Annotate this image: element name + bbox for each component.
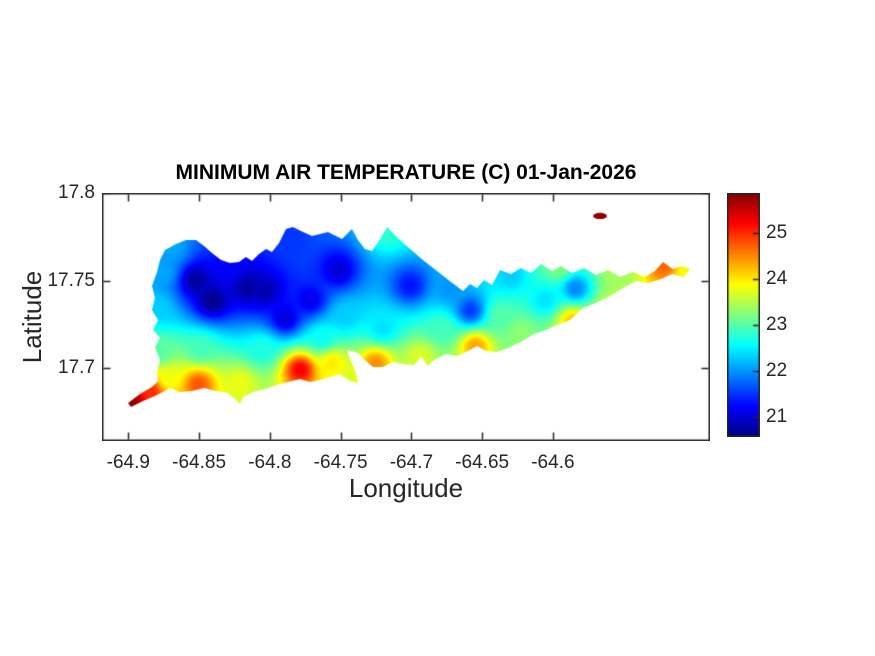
colorbar-tick-label: 21 [766, 405, 788, 427]
y-tick-label: 17.7 [58, 357, 95, 379]
colorbar-tick-label: 24 [766, 268, 788, 289]
x-tick-label: -64.6 [531, 452, 575, 473]
y-tick-label: 17.75 [47, 269, 95, 291]
colorbar-canvas [727, 193, 760, 437]
colorbar-tick-label: 22 [766, 359, 788, 381]
colorbar-tick-label: 23 [766, 314, 788, 335]
x-tick-label: -64.85 [172, 452, 227, 473]
y-axis-label: Latitude [17, 270, 47, 364]
temperature-map-canvas [102, 193, 710, 441]
x-axis-label: Longitude [348, 473, 464, 503]
x-tick-label: -64.75 [313, 452, 368, 473]
x-tick-label: -64.9 [106, 452, 150, 473]
x-tick-label: -64.65 [455, 452, 510, 473]
x-tick-label: -64.7 [389, 452, 434, 473]
y-tick-label: 17.8 [58, 182, 95, 203]
colorbar-tick-label: 25 [766, 222, 788, 243]
x-tick-label: -64.8 [248, 452, 292, 473]
plot-title: MINIMUM AIR TEMPERATURE (C) 01-Jan-2026 [175, 161, 637, 184]
